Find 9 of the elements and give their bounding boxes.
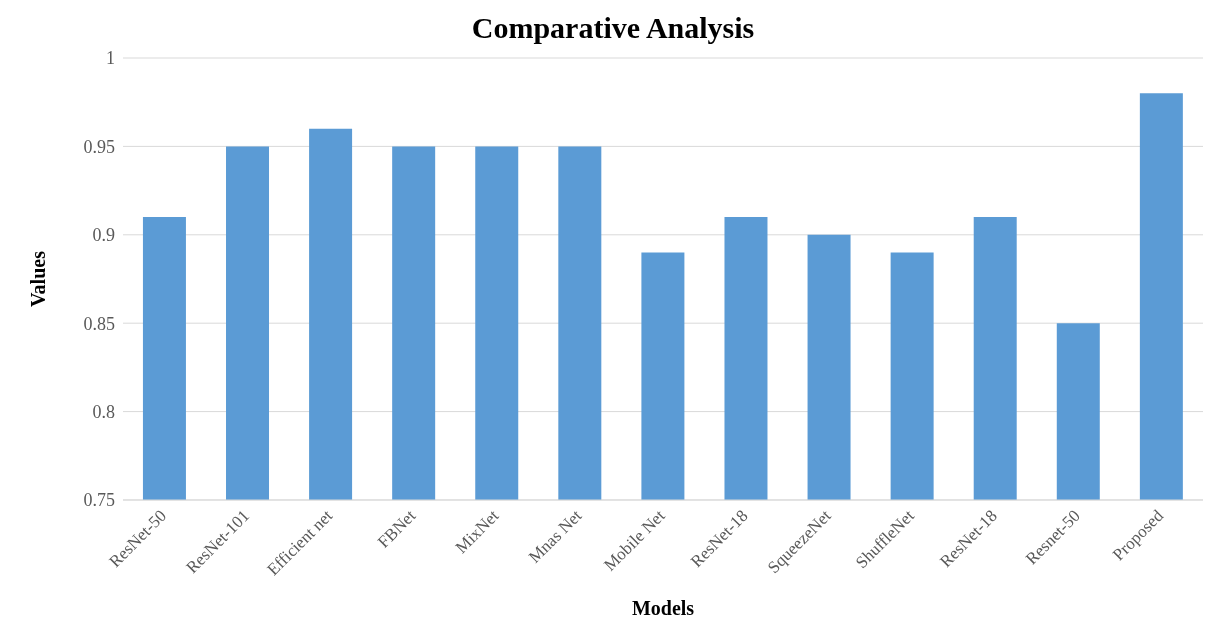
y-axis-title: Values: [27, 250, 50, 307]
y-tick-label: 0.9: [92, 225, 115, 246]
y-tick-label: 1: [106, 48, 115, 69]
y-tick-label: 0.95: [83, 136, 115, 157]
x-axis-title: Models: [631, 597, 695, 619]
y-tick-label: 0.85: [83, 313, 115, 334]
y-tick-label: 0.8: [92, 401, 115, 422]
chart-title: Comparative Analysis: [470, 10, 756, 46]
y-tick-label: 0.75: [83, 490, 115, 511]
